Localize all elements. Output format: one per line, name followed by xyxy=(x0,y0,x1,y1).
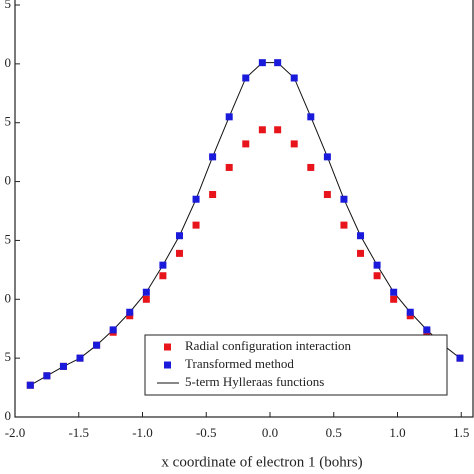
y-tick-label: 5 xyxy=(5,114,12,129)
y-tick-label: 0 xyxy=(5,290,12,305)
y-tick-label: 0 xyxy=(5,55,12,70)
marker xyxy=(159,261,167,269)
marker xyxy=(109,326,117,334)
legend-box xyxy=(144,334,448,396)
x-tick-label: 1.0 xyxy=(389,425,405,440)
y-tick-label: 0 xyxy=(5,408,12,423)
marker xyxy=(258,126,266,134)
marker xyxy=(242,140,250,148)
marker xyxy=(26,381,34,389)
marker xyxy=(209,191,217,199)
marker xyxy=(209,153,217,161)
x-tick-label: -2.0 xyxy=(5,425,26,440)
marker xyxy=(43,372,51,380)
marker xyxy=(423,326,431,334)
marker xyxy=(192,195,200,203)
x-tick-label: -0.5 xyxy=(196,425,217,440)
marker xyxy=(373,261,381,269)
y-tick-label: 5 xyxy=(5,231,12,246)
legend-label: Radial configuration interaction xyxy=(185,338,352,353)
marker xyxy=(357,232,365,240)
marker xyxy=(175,232,183,240)
x-tick-label: 0.0 xyxy=(262,425,278,440)
marker xyxy=(242,74,250,82)
marker xyxy=(390,288,398,296)
x-tick-label: -1.5 xyxy=(68,425,89,440)
x-tick-label: 0.5 xyxy=(326,425,342,440)
legend-label: Transformed method xyxy=(185,356,294,371)
marker xyxy=(159,272,167,280)
legend-label: 5-term Hylleraas functions xyxy=(185,374,324,389)
marker xyxy=(357,249,365,257)
marker xyxy=(406,312,414,320)
marker xyxy=(456,354,464,362)
legend-marker xyxy=(164,361,171,369)
marker xyxy=(307,113,315,121)
marker xyxy=(290,140,298,148)
marker xyxy=(340,195,348,203)
marker xyxy=(142,288,150,296)
x-axis-label: x coordinate of electron 1 (bohrs) xyxy=(161,454,362,470)
marker xyxy=(59,362,67,370)
marker xyxy=(323,153,331,161)
marker xyxy=(373,272,381,280)
marker xyxy=(225,163,233,171)
y-tick-label: 5 xyxy=(5,0,12,11)
marker xyxy=(323,191,331,199)
marker xyxy=(258,59,266,67)
marker xyxy=(225,113,233,121)
marker xyxy=(126,308,134,316)
marker xyxy=(192,221,200,229)
marker xyxy=(274,126,282,134)
marker xyxy=(93,341,101,349)
y-tick-label: 5 xyxy=(5,349,12,364)
marker xyxy=(290,74,298,82)
y-tick-label: 0 xyxy=(5,173,12,188)
marker xyxy=(175,249,183,257)
legend-marker xyxy=(164,343,171,351)
marker xyxy=(274,59,282,67)
marker xyxy=(76,354,84,362)
marker xyxy=(390,295,398,303)
marker xyxy=(307,163,315,171)
plot-frame xyxy=(14,0,474,418)
marker xyxy=(142,295,150,303)
x-tick-label: -1.0 xyxy=(132,425,153,440)
marker xyxy=(126,312,134,320)
marker xyxy=(406,308,414,316)
x-tick-label: 1.5 xyxy=(453,425,469,440)
marker xyxy=(340,221,348,229)
